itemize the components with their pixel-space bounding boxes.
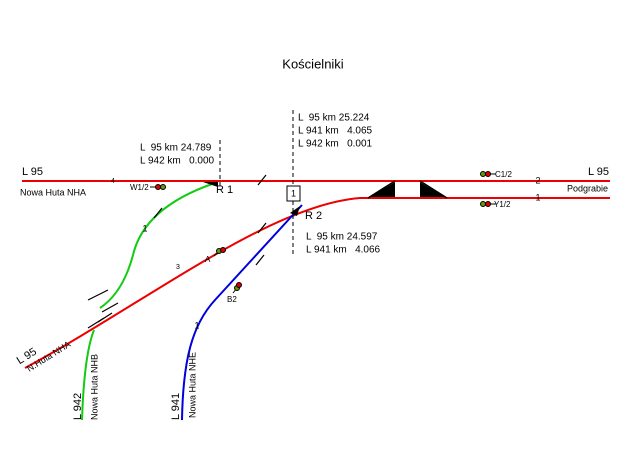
track-941 — [181, 204, 303, 421]
station-label: Nowa Huta NHB — [89, 354, 99, 420]
crossover — [367, 180, 448, 199]
line-label: L 941 — [170, 393, 182, 420]
track-number: 2 — [535, 175, 540, 185]
track-number: 1 — [194, 320, 199, 330]
track-942-lower — [81, 329, 95, 421]
km-text: L 95 km 25.224 — [298, 113, 370, 124]
track-942-upper — [99, 182, 216, 309]
signal-label: Y1/2 — [494, 200, 511, 209]
line-label: L 942 — [72, 393, 84, 420]
switch-label: R 2 — [305, 210, 322, 222]
line-label: L 95 — [588, 166, 609, 178]
switch-label: R 1 — [216, 184, 233, 196]
track-number: 1 — [535, 192, 540, 202]
signal-label: W1/2 — [130, 183, 149, 192]
station-label: Podgrabie — [567, 183, 608, 193]
track-number: 1 — [142, 223, 147, 233]
box-label: 1 — [291, 188, 296, 198]
km-text: L 942 km 0.001 — [298, 139, 373, 150]
km-text: L 941 km 4.065 — [298, 126, 373, 137]
track-number: 3 — [176, 264, 180, 271]
km-text: L 942 km 0.000 — [140, 156, 215, 167]
box — [286, 185, 301, 202]
track-number: 4 — [111, 178, 115, 185]
line-label: L 95 — [22, 166, 43, 178]
station-label: Nowa Huta NHE — [187, 352, 197, 418]
signal-label: A — [205, 255, 211, 264]
switch-marks — [203, 182, 445, 216]
km-text: L 95 km 24.597 — [306, 232, 378, 243]
station-label: Nowa Huta NHA — [20, 187, 86, 197]
km-markers — [219, 110, 294, 255]
tracks-graphic — [22, 110, 610, 421]
signal-label: B2 — [227, 295, 237, 304]
title: Kościelniki — [282, 56, 344, 71]
track-3 — [24, 197, 610, 369]
km-text: L 95 km 24.789 — [140, 143, 212, 154]
km-text: L 941 km 4.066 — [306, 245, 381, 256]
signals-graphic — [150, 171, 496, 294]
signal-label: C1/2 — [495, 170, 512, 179]
buffers — [87, 174, 267, 329]
